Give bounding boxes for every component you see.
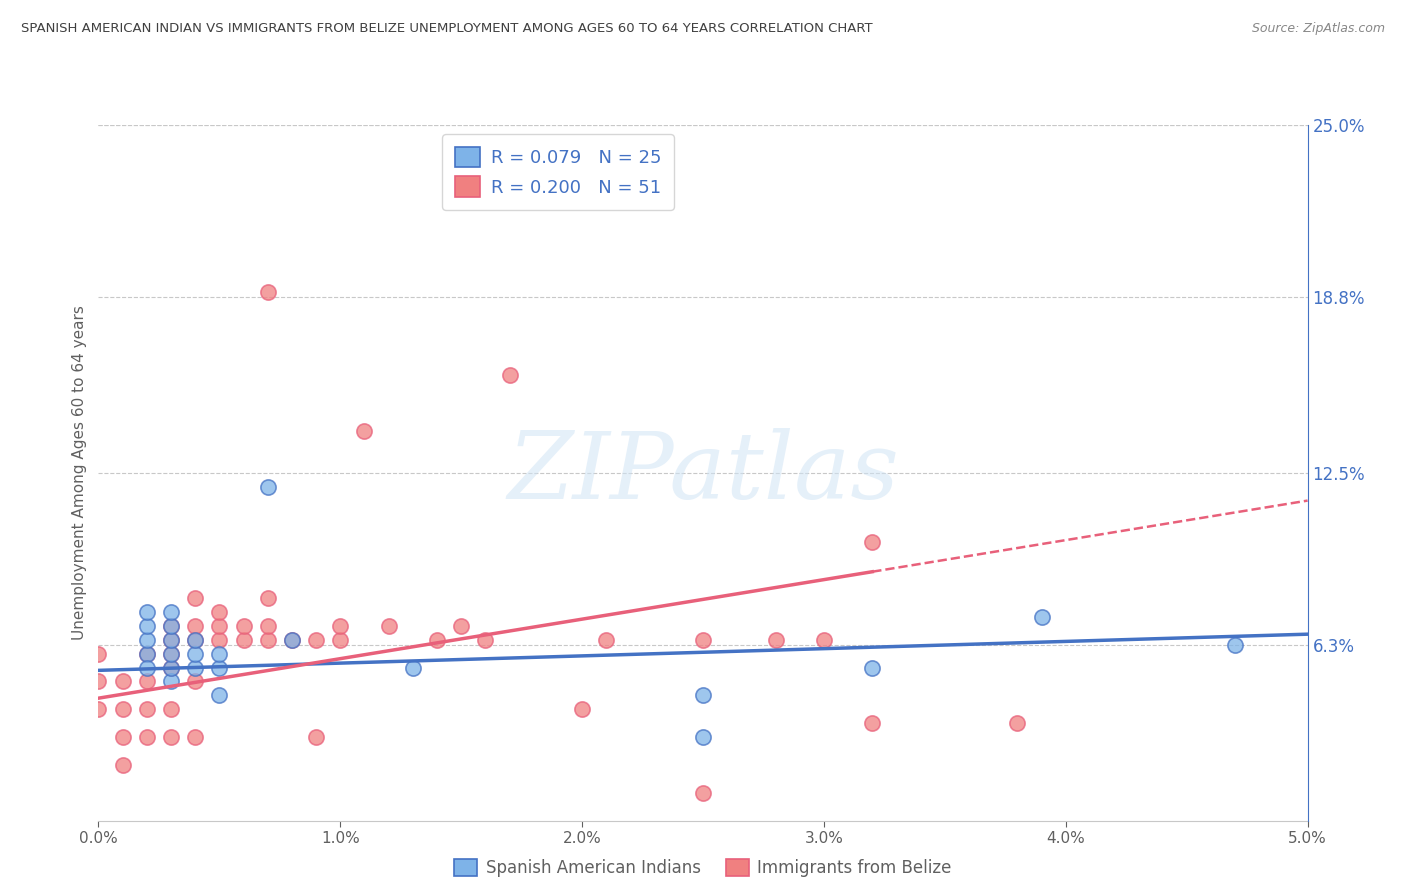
Point — [135, 730, 157, 744]
Point — [160, 660, 183, 674]
Point — [208, 660, 231, 674]
Point — [860, 660, 883, 674]
Point — [813, 632, 835, 647]
Point — [87, 647, 110, 661]
Point — [160, 632, 183, 647]
Point — [135, 605, 157, 619]
Point — [184, 660, 207, 674]
Point — [498, 368, 520, 383]
Point — [256, 591, 278, 605]
Point — [208, 647, 231, 661]
Point — [860, 535, 883, 549]
Legend: R = 0.079   N = 25, R = 0.200   N = 51: R = 0.079 N = 25, R = 0.200 N = 51 — [441, 134, 673, 210]
Point — [692, 632, 714, 647]
Point — [184, 674, 207, 689]
Point — [450, 619, 472, 633]
Point — [595, 632, 617, 647]
Point — [135, 702, 157, 716]
Point — [305, 730, 328, 744]
Point — [184, 730, 207, 744]
Point — [135, 619, 157, 633]
Point — [135, 674, 157, 689]
Point — [208, 689, 231, 703]
Point — [184, 591, 207, 605]
Point — [160, 632, 183, 647]
Point — [232, 632, 254, 647]
Point — [402, 660, 425, 674]
Point — [208, 605, 231, 619]
Point — [160, 647, 183, 661]
Point — [184, 619, 207, 633]
Point — [208, 632, 231, 647]
Point — [184, 632, 207, 647]
Point — [692, 730, 714, 744]
Point — [860, 716, 883, 731]
Point — [160, 619, 183, 633]
Point — [353, 424, 375, 438]
Y-axis label: Unemployment Among Ages 60 to 64 years: Unemployment Among Ages 60 to 64 years — [72, 305, 87, 640]
Point — [1031, 610, 1053, 624]
Point — [329, 619, 352, 633]
Text: ZIPatlas: ZIPatlas — [508, 428, 898, 517]
Point — [135, 632, 157, 647]
Point — [135, 647, 157, 661]
Point — [1007, 716, 1029, 731]
Text: Source: ZipAtlas.com: Source: ZipAtlas.com — [1251, 22, 1385, 36]
Point — [692, 786, 714, 800]
Point — [256, 480, 278, 494]
Point — [87, 674, 110, 689]
Point — [135, 647, 157, 661]
Point — [160, 619, 183, 633]
Point — [256, 619, 278, 633]
Point — [571, 702, 593, 716]
Point — [281, 632, 304, 647]
Text: SPANISH AMERICAN INDIAN VS IMMIGRANTS FROM BELIZE UNEMPLOYMENT AMONG AGES 60 TO : SPANISH AMERICAN INDIAN VS IMMIGRANTS FR… — [21, 22, 873, 36]
Point — [329, 632, 352, 647]
Point — [305, 632, 328, 647]
Point — [232, 619, 254, 633]
Point — [111, 702, 134, 716]
Point — [111, 730, 134, 744]
Point — [692, 689, 714, 703]
Point — [87, 702, 110, 716]
Point — [184, 647, 207, 661]
Point — [426, 632, 449, 647]
Point — [1223, 638, 1246, 652]
Point — [256, 632, 278, 647]
Point — [281, 632, 304, 647]
Point — [160, 702, 183, 716]
Point — [135, 660, 157, 674]
Legend: Spanish American Indians, Immigrants from Belize: Spanish American Indians, Immigrants fro… — [447, 852, 959, 884]
Point — [160, 647, 183, 661]
Point — [160, 730, 183, 744]
Point — [765, 632, 787, 647]
Point — [377, 619, 399, 633]
Point — [160, 605, 183, 619]
Point — [160, 674, 183, 689]
Point — [111, 674, 134, 689]
Point — [160, 660, 183, 674]
Point — [184, 632, 207, 647]
Point — [111, 758, 134, 772]
Point — [208, 619, 231, 633]
Point — [256, 285, 278, 299]
Point — [474, 632, 496, 647]
